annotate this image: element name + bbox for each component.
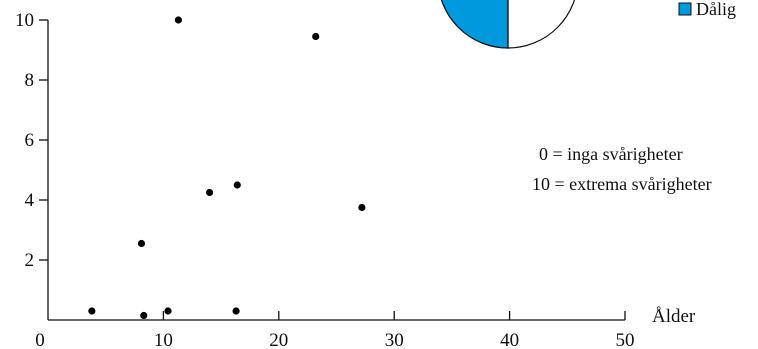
x-ticks: 0 10 20 30 40 50 [35, 311, 635, 349]
scatter-point [137, 239, 146, 248]
x-tick-label: 30 [385, 330, 404, 349]
legend: Dålig [678, 0, 736, 19]
scatter-point [312, 32, 320, 41]
scatter-point [174, 16, 183, 24]
y-tick-label: 10 [15, 10, 34, 31]
annotations: 0 = inga svårigheter 10 = extrema svårig… [532, 144, 712, 194]
legend-swatch-dalig [678, 2, 692, 16]
x-axis-title: Ålder [652, 306, 696, 327]
y-tick-label: 6 [25, 130, 35, 151]
scatter-point [358, 203, 366, 212]
scatter-point [233, 181, 241, 189]
scatter-point [164, 307, 172, 315]
x-tick-label: 40 [500, 330, 519, 349]
y-tick-label: 2 [25, 250, 35, 271]
scatter-point [232, 307, 240, 315]
x-tick-label: 0 [35, 330, 45, 349]
legend-label-dalig: Dålig [696, 0, 736, 19]
y-tick-label: 4 [25, 190, 35, 211]
x-tick-label: 20 [269, 330, 288, 349]
y-ticks: 2 4 6 8 10 [15, 10, 48, 271]
scatter-point [88, 307, 96, 315]
x-tick-label: 50 [616, 330, 635, 349]
annotation-min: 0 = inga svårigheter [539, 144, 683, 164]
pie-chart [440, 0, 576, 49]
y-tick-label: 8 [25, 70, 35, 91]
scatter-point [140, 311, 148, 320]
annotation-max: 10 = extrema svårigheter [532, 174, 712, 194]
pie-slice-dalig [440, 0, 509, 49]
scatter-points [88, 16, 366, 320]
x-tick-label: 10 [154, 330, 173, 349]
scatter-point [205, 188, 214, 197]
axes: 2 4 6 8 10 0 10 20 30 40 50 Ålder [15, 10, 696, 349]
